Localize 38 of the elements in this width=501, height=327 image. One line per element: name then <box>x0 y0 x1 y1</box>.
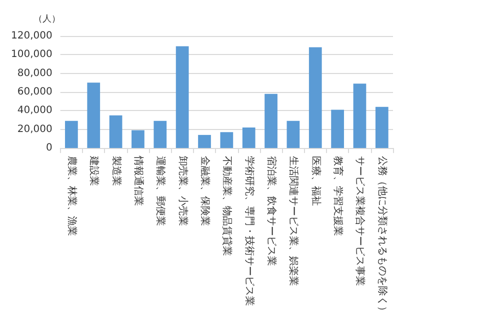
bar <box>198 134 211 148</box>
bar <box>176 46 189 148</box>
x-tick-label: 生活関連サービス業、娯楽業 <box>288 156 300 286</box>
bar <box>132 130 144 148</box>
x-tick-label: 情報通信業 <box>132 155 144 206</box>
x-tick-label: 宿泊業、飲食サービス業 <box>266 156 278 266</box>
y-tick-label: 0 <box>46 142 52 154</box>
y-tick-label: 80,000 <box>17 68 52 79</box>
bar <box>331 110 344 148</box>
bar <box>220 132 234 148</box>
y-tick-label: 60,000 <box>17 86 52 98</box>
bar <box>353 84 366 148</box>
x-tick-label: 不動産業、物品賃貸業 <box>221 156 234 256</box>
bar <box>264 94 278 148</box>
bar <box>87 82 100 148</box>
x-tick-label: サービス業複合サービス事業 <box>354 156 366 286</box>
x-tick-label: 製造業 <box>110 156 122 186</box>
y-tick-label: 100,000 <box>10 49 52 60</box>
x-tick-label: 卸売業、小売業 <box>176 156 189 226</box>
x-tick-label: 教育、学習支援業 <box>332 156 344 236</box>
bar <box>286 120 300 148</box>
x-tick-label: 金融業、保険業 <box>199 156 211 226</box>
bar <box>154 120 167 148</box>
bar <box>109 115 122 148</box>
bar <box>242 127 256 148</box>
bar <box>375 106 388 148</box>
x-tick-label: 学術研究、専門・技術サービス業 <box>243 156 256 306</box>
bar <box>308 47 322 148</box>
x-tick-label: 運輸業、郵便業 <box>154 156 167 226</box>
x-tick-label: 医療、福祉 <box>310 156 322 206</box>
y-axis-title: （人） <box>33 14 60 24</box>
y-tick-label: 20,000 <box>17 124 52 135</box>
x-tick-label: 公務（他に分類されるものを除く） <box>376 156 388 316</box>
x-tick-label: 農業、林業、漁業 <box>66 156 78 236</box>
y-tick-label: 120,000 <box>10 30 52 42</box>
y-tick-label: 40,000 <box>17 105 52 116</box>
bar <box>65 120 78 148</box>
x-tick-label: 建設業 <box>88 155 100 186</box>
